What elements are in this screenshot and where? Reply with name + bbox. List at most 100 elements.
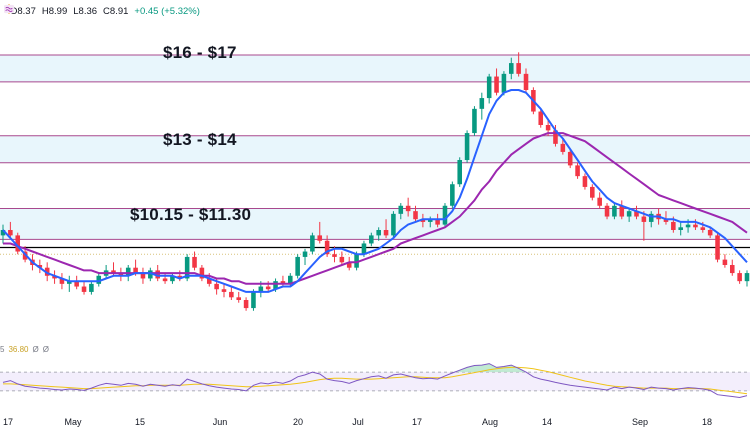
candle-body — [538, 111, 544, 125]
resistance-zone — [0, 208, 750, 240]
candle-body — [170, 275, 175, 282]
candle-body — [663, 219, 669, 222]
candle-body — [391, 213, 396, 236]
rsi-legend: 5 36.80 Ø Ø — [0, 345, 49, 354]
x-axis-label: 15 — [134, 417, 146, 427]
candle-body — [597, 197, 602, 206]
candle-body — [737, 273, 742, 282]
rsi-na-2: Ø — [42, 345, 49, 354]
candle-body — [700, 227, 706, 230]
candle-body — [273, 281, 278, 290]
candle-body — [744, 273, 750, 282]
close-value: C8.91 — [103, 5, 129, 17]
zone-label-10-11: $10.15 - $11.30 — [130, 205, 252, 224]
candle-body — [626, 211, 632, 217]
x-axis-label: 14 — [541, 417, 553, 427]
candle-body — [148, 270, 153, 279]
candle-body — [590, 186, 595, 198]
zone-label-13-14: $13 - $14 — [163, 130, 237, 149]
candle-body — [361, 243, 367, 255]
x-axis-label: 18 — [701, 417, 713, 427]
x-axis-label: 20 — [292, 417, 304, 427]
candle-body — [177, 275, 183, 279]
candle-body — [575, 165, 580, 177]
zone-label-16-17: $16 - $17 — [163, 43, 237, 62]
candle-body — [214, 283, 219, 290]
x-axis-label: Jun — [212, 417, 228, 427]
candle-body — [302, 251, 308, 257]
candle-body — [369, 235, 374, 244]
candle-body — [184, 256, 190, 279]
wave-icon[interactable] — [4, 4, 14, 14]
candle-body — [715, 235, 720, 260]
candle-body — [354, 254, 359, 268]
candle-body — [229, 291, 234, 298]
candle-body — [324, 240, 330, 255]
x-axis-label: 17 — [2, 417, 14, 427]
x-axis-label: May — [64, 417, 82, 427]
candle-body — [648, 213, 654, 222]
time-axis[interactable]: 17 May 15 Jun 20 Jul 17 Aug 14 Sep 18 — [0, 415, 750, 430]
candle-body — [96, 275, 102, 284]
candle-body — [545, 125, 551, 131]
candle-body — [450, 184, 455, 206]
candle-body — [192, 256, 197, 268]
candle-body — [221, 289, 227, 292]
candle-body — [44, 267, 50, 276]
rsi-length: 5 — [0, 345, 5, 354]
candle-body — [405, 205, 411, 212]
candle-body — [258, 286, 264, 292]
candle-body — [442, 205, 448, 225]
candle-body — [155, 270, 160, 279]
candle-body — [339, 256, 345, 263]
candle-body — [494, 76, 499, 93]
candle-body — [457, 160, 462, 185]
candle-body — [59, 278, 65, 284]
x-axis-label: Jul — [352, 417, 364, 427]
candle-body — [376, 230, 381, 236]
candle-body — [634, 211, 639, 217]
candle-body — [604, 205, 610, 217]
candle-body — [553, 130, 558, 144]
candle-body — [486, 76, 492, 99]
candle-body — [111, 270, 116, 274]
candle-body — [332, 254, 337, 257]
candle-body — [472, 108, 477, 134]
candle-body — [383, 230, 389, 236]
candle-body — [413, 211, 418, 220]
candle-body — [641, 216, 647, 222]
candle-body — [288, 275, 293, 284]
rsi-band — [0, 372, 750, 391]
rsi-overbought-fill — [0, 363, 750, 373]
candle-body — [125, 267, 131, 276]
candle-body — [118, 273, 124, 276]
fast-moving-average-line — [2, 89, 748, 293]
candle-body — [265, 286, 271, 290]
candle-body — [346, 262, 352, 268]
candle-body — [508, 63, 514, 74]
resistance-zone — [0, 135, 750, 163]
candle-body — [251, 291, 256, 309]
x-axis-label: Sep — [631, 417, 649, 427]
candle-body — [678, 227, 683, 230]
candle-body — [133, 267, 138, 274]
candle-body — [81, 286, 87, 292]
candle-body — [52, 275, 57, 279]
candle-body — [722, 259, 728, 265]
candle-body — [516, 63, 521, 74]
candle-body — [479, 98, 485, 109]
x-axis-label: 17 — [411, 417, 423, 427]
candle-body — [199, 267, 205, 279]
rsi-na-1: Ø — [32, 345, 39, 354]
candle-body — [464, 133, 470, 160]
candle-body — [162, 278, 168, 282]
resistance-zone — [0, 55, 750, 82]
candle-body — [707, 230, 713, 236]
candle-body — [15, 235, 21, 252]
candle-body — [398, 205, 404, 214]
candle-body — [420, 219, 426, 222]
candle-body — [567, 151, 573, 166]
candle-body — [671, 221, 676, 230]
